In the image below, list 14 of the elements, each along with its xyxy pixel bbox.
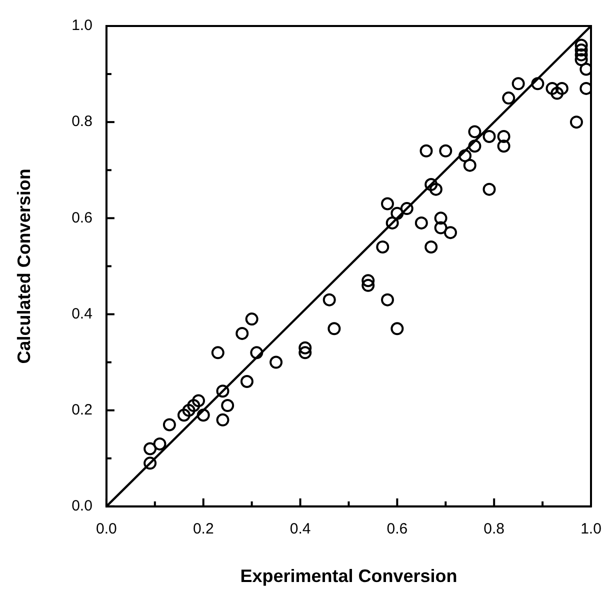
x-tick-label: 0.8: [484, 520, 505, 538]
x-tick-label: 1.0: [580, 520, 602, 538]
x-tick-label: 0.0: [96, 520, 117, 538]
y-tick-label: 0.4: [72, 305, 92, 322]
x-tick-label: 0.4: [290, 520, 311, 538]
x-tick-label: 0.2: [192, 520, 214, 538]
y-tick-label: 0.8: [72, 113, 92, 130]
x-axis-title: Experimental Conversion: [240, 566, 458, 586]
y-axis-title: Calculated Conversion: [14, 168, 34, 364]
y-tick-label: 0.6: [72, 209, 92, 226]
y-tick-label: 0.0: [72, 498, 92, 515]
y-tick-label: 1.0: [72, 17, 92, 34]
x-tick-label: 0.6: [386, 520, 408, 538]
y-tick-label: 0.2: [72, 401, 92, 418]
